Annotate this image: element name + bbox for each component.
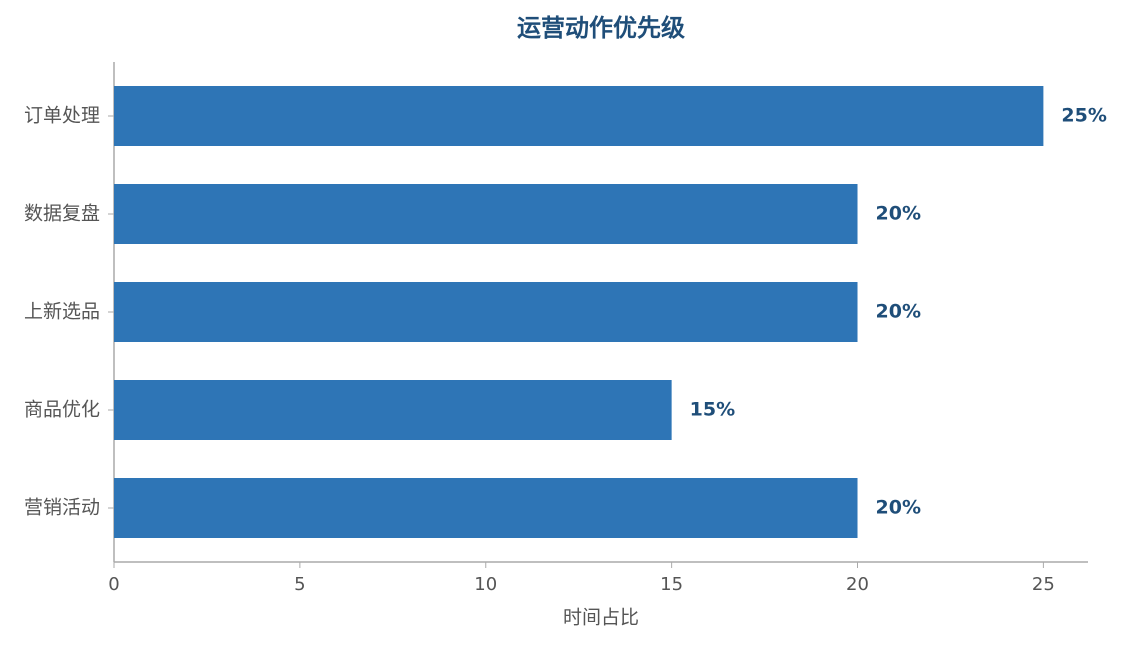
value-label: 20% <box>876 203 921 225</box>
value-label: 20% <box>876 301 921 323</box>
y-tick-label: 数据复盘 <box>24 203 100 225</box>
value-label: 20% <box>876 497 921 519</box>
y-tick-label: 订单处理 <box>24 105 100 127</box>
x-tick-label: 10 <box>474 574 497 595</box>
value-label: 15% <box>690 399 735 421</box>
x-axis-label: 时间占比 <box>563 607 639 629</box>
bar <box>114 282 858 342</box>
x-tick-label: 15 <box>660 574 683 595</box>
y-tick-label: 营销活动 <box>24 497 100 519</box>
value-label: 25% <box>1061 105 1106 127</box>
bar <box>114 478 858 538</box>
bar <box>114 184 858 244</box>
x-tick-label: 25 <box>1032 574 1055 595</box>
bar <box>114 380 672 440</box>
x-tick-label: 5 <box>294 574 305 595</box>
x-tick-label: 0 <box>108 574 119 595</box>
chart-title: 运营动作优先级 <box>517 14 685 42</box>
x-tick-label: 20 <box>846 574 869 595</box>
y-tick-label: 上新选品 <box>24 301 100 323</box>
y-tick-label: 商品优化 <box>24 399 100 421</box>
bar <box>114 86 1044 146</box>
